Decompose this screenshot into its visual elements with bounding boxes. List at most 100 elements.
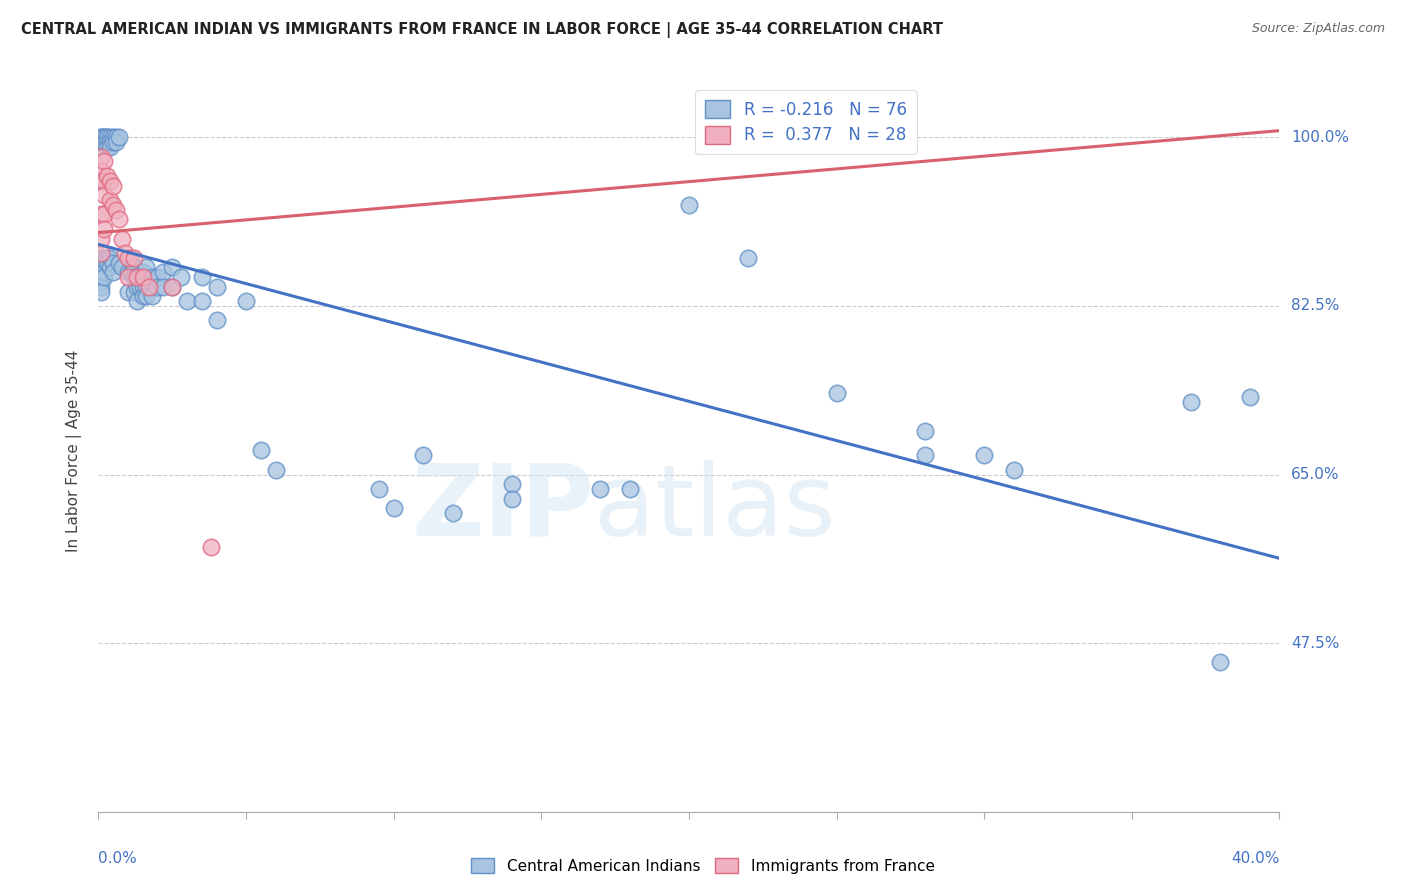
- Point: [90, 270, 112, 285]
- Point: [205, 313, 228, 327]
- Point: [108, 130, 131, 145]
- Point: [120, 251, 142, 265]
- Legend: Central American Indians, Immigrants from France: Central American Indians, Immigrants fro…: [465, 852, 941, 880]
- Point: [105, 130, 128, 145]
- Point: [90, 164, 112, 178]
- Point: [103, 255, 125, 269]
- Point: [125, 294, 148, 309]
- Point: [93, 270, 115, 285]
- Point: [737, 251, 759, 265]
- Point: [132, 265, 155, 279]
- Point: [205, 279, 228, 293]
- Point: [135, 289, 157, 303]
- Point: [120, 265, 142, 279]
- Point: [90, 140, 112, 154]
- Point: [103, 178, 125, 193]
- Point: [96, 130, 118, 145]
- Point: [235, 294, 257, 309]
- Point: [152, 265, 174, 279]
- Point: [191, 270, 214, 285]
- Point: [122, 270, 145, 285]
- Point: [176, 294, 198, 309]
- Point: [152, 279, 174, 293]
- Point: [141, 289, 163, 303]
- Point: [146, 279, 169, 293]
- Point: [103, 135, 125, 149]
- Point: [90, 174, 112, 188]
- Point: [191, 294, 214, 309]
- Text: atlas: atlas: [595, 459, 837, 557]
- Point: [103, 265, 125, 279]
- Point: [90, 246, 112, 260]
- Point: [98, 140, 121, 154]
- Point: [96, 135, 118, 149]
- Point: [128, 270, 150, 285]
- Point: [441, 506, 464, 520]
- Point: [90, 255, 112, 269]
- Point: [973, 448, 995, 462]
- Point: [382, 501, 405, 516]
- Point: [501, 477, 523, 491]
- Point: [96, 169, 118, 183]
- Point: [138, 279, 160, 293]
- Point: [103, 130, 125, 145]
- Point: [98, 193, 121, 207]
- Point: [98, 251, 121, 265]
- Text: 40.0%: 40.0%: [1232, 851, 1279, 865]
- Point: [1180, 395, 1202, 409]
- Point: [1209, 656, 1232, 670]
- Point: [108, 212, 131, 227]
- Point: [200, 540, 222, 554]
- Point: [162, 260, 183, 275]
- Point: [93, 188, 115, 202]
- Point: [93, 135, 115, 149]
- Point: [105, 135, 128, 149]
- Point: [117, 270, 139, 285]
- Point: [93, 174, 115, 188]
- Text: 82.5%: 82.5%: [1291, 299, 1340, 313]
- Point: [264, 463, 287, 477]
- Point: [132, 279, 155, 293]
- Point: [90, 251, 112, 265]
- Point: [914, 448, 936, 462]
- Point: [125, 270, 148, 285]
- Point: [98, 130, 121, 145]
- Point: [98, 260, 121, 275]
- Text: CENTRAL AMERICAN INDIAN VS IMMIGRANTS FROM FRANCE IN LABOR FORCE | AGE 35-44 COR: CENTRAL AMERICAN INDIAN VS IMMIGRANTS FR…: [21, 22, 943, 38]
- Point: [250, 443, 273, 458]
- Text: 0.0%: 0.0%: [98, 851, 138, 865]
- Point: [90, 285, 112, 299]
- Point: [90, 279, 112, 293]
- Point: [90, 265, 112, 279]
- Y-axis label: In Labor Force | Age 35-44: In Labor Force | Age 35-44: [66, 350, 83, 551]
- Point: [90, 150, 112, 164]
- Point: [128, 279, 150, 293]
- Point: [93, 265, 115, 279]
- Point: [146, 270, 169, 285]
- Point: [162, 279, 183, 293]
- Point: [108, 255, 131, 269]
- Point: [114, 246, 136, 260]
- Point: [884, 130, 907, 145]
- Point: [122, 285, 145, 299]
- Point: [678, 198, 700, 212]
- Point: [132, 270, 155, 285]
- Point: [1002, 463, 1025, 477]
- Point: [135, 279, 157, 293]
- Point: [117, 251, 139, 265]
- Point: [96, 140, 118, 154]
- Point: [589, 482, 612, 496]
- Point: [501, 491, 523, 506]
- Point: [90, 231, 112, 245]
- Point: [96, 130, 118, 145]
- Point: [368, 482, 391, 496]
- Point: [170, 270, 193, 285]
- Point: [93, 130, 115, 145]
- Point: [90, 275, 112, 289]
- Point: [93, 130, 115, 145]
- Point: [93, 207, 115, 221]
- Point: [117, 265, 139, 279]
- Text: ZIP: ZIP: [412, 459, 595, 557]
- Text: 100.0%: 100.0%: [1291, 130, 1350, 145]
- Point: [162, 279, 183, 293]
